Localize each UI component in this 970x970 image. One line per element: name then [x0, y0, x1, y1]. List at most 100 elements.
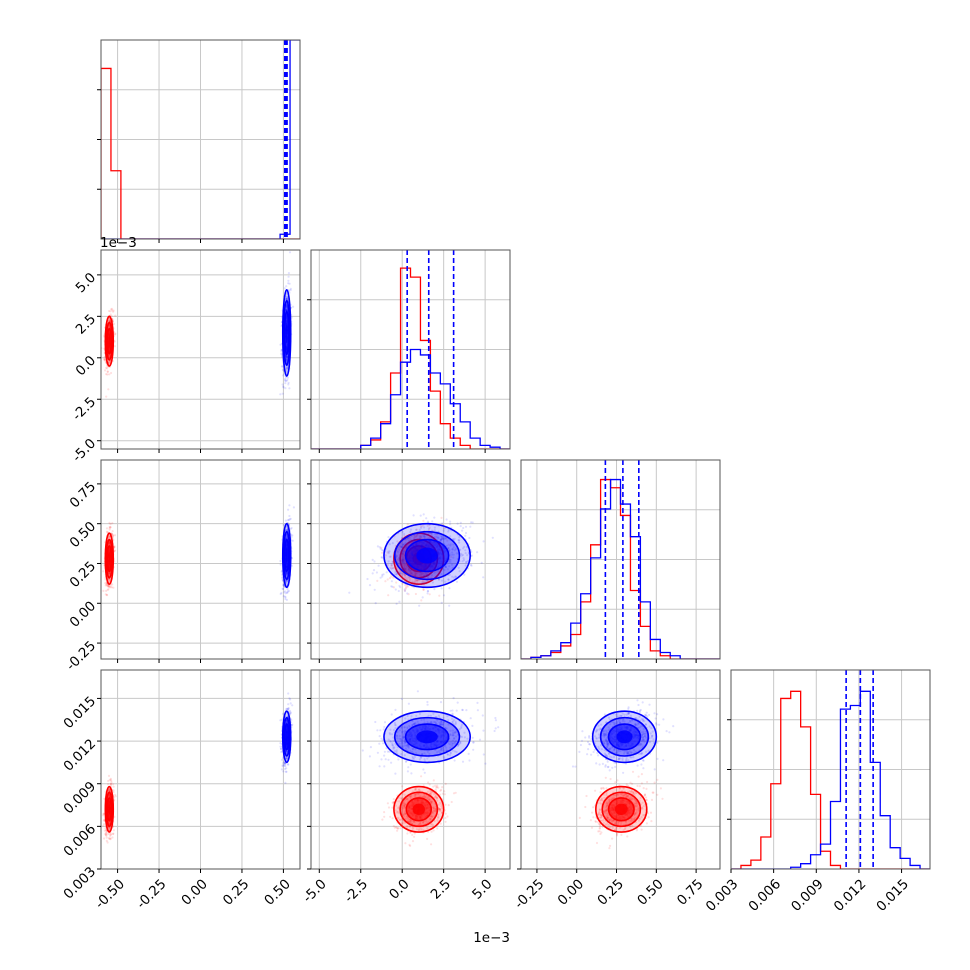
sample-point — [442, 529, 445, 532]
sample-point — [281, 365, 284, 368]
sample-point — [464, 564, 467, 567]
sample-point — [292, 506, 295, 509]
sample-point — [284, 382, 287, 385]
sample-point — [406, 584, 409, 587]
sample-point — [108, 521, 111, 525]
sample-point — [286, 519, 290, 522]
sample-point — [285, 529, 288, 532]
sample-point — [285, 285, 288, 288]
sample-point — [395, 569, 398, 573]
sample-point — [106, 833, 109, 836]
sample-point — [104, 369, 107, 372]
sample-point — [448, 587, 451, 590]
scatter-content — [102, 504, 295, 602]
sample-point — [430, 533, 433, 536]
sample-point — [285, 297, 288, 300]
sample-point — [457, 566, 460, 569]
sample-point — [415, 528, 418, 532]
sample-point — [289, 289, 292, 292]
sample-point — [433, 529, 436, 532]
sample-point — [104, 593, 107, 596]
sample-point — [405, 586, 408, 589]
sample-point — [287, 518, 290, 522]
sample-point — [282, 587, 285, 591]
sample-point — [108, 319, 111, 322]
sample-point — [398, 545, 401, 548]
contour-red — [104, 532, 115, 585]
sample-point — [108, 579, 111, 583]
sample-point — [113, 796, 116, 799]
sample-point — [113, 546, 116, 549]
sample-point — [401, 560, 404, 563]
sample-point — [404, 584, 407, 587]
sample-point — [108, 354, 111, 357]
sample-point — [285, 528, 288, 531]
sample-point — [433, 526, 436, 529]
sample-point — [426, 590, 429, 593]
sample-point — [381, 573, 384, 577]
sample-point — [102, 814, 105, 817]
sample-point — [409, 530, 412, 534]
sample-point — [104, 827, 107, 830]
sample-point — [421, 525, 424, 528]
sample-point — [283, 591, 286, 594]
sample-point — [287, 692, 290, 695]
sample-point — [284, 592, 287, 595]
sample-point — [106, 373, 109, 376]
sample-point — [403, 574, 406, 577]
sample-point — [385, 571, 388, 574]
sample-point — [445, 518, 448, 521]
sample-point — [110, 781, 113, 784]
sample-point — [423, 526, 426, 529]
sample-point — [440, 538, 443, 542]
sample-point — [387, 536, 390, 539]
sample-point — [399, 559, 402, 563]
sample-point — [281, 576, 284, 579]
hist-panel-3 — [727, 669, 931, 873]
sample-point — [281, 587, 284, 590]
sample-point — [452, 576, 456, 579]
sample-point — [465, 560, 468, 564]
sample-point — [107, 585, 110, 588]
sample-point — [414, 574, 417, 577]
sample-point — [285, 305, 289, 308]
sample-point — [404, 546, 407, 550]
sample-point — [112, 310, 115, 313]
sample-point — [281, 765, 284, 768]
sample-point — [405, 563, 408, 567]
sample-point — [390, 575, 393, 578]
sample-point — [112, 783, 115, 786]
sample-point — [408, 569, 411, 573]
sample-point — [288, 251, 292, 254]
hist-panel-1 — [307, 249, 511, 453]
sample-point — [282, 595, 285, 598]
sample-point — [410, 572, 413, 575]
sample-point — [449, 543, 452, 546]
hist-content — [101, 40, 300, 239]
sample-point — [401, 582, 404, 585]
sample-point — [105, 530, 109, 533]
sample-point — [387, 560, 390, 563]
sample-point — [290, 526, 293, 530]
sample-point — [287, 708, 290, 711]
sample-point — [428, 526, 431, 529]
sample-point — [447, 578, 450, 581]
sample-point — [113, 545, 116, 548]
sample-point — [442, 594, 446, 597]
sample-point — [476, 551, 479, 554]
sample-point — [284, 765, 287, 768]
sample-point — [462, 547, 465, 550]
sample-point — [284, 519, 287, 522]
sample-point — [401, 558, 404, 562]
sample-point — [282, 386, 285, 389]
sample-point — [285, 580, 288, 583]
sample-point — [107, 536, 110, 539]
sample-point — [112, 534, 115, 537]
sample-point — [112, 586, 115, 589]
sample-point — [284, 379, 287, 382]
sample-point — [285, 355, 288, 358]
sample-point — [405, 545, 408, 548]
sample-point — [425, 573, 428, 576]
sample-point — [397, 558, 400, 561]
